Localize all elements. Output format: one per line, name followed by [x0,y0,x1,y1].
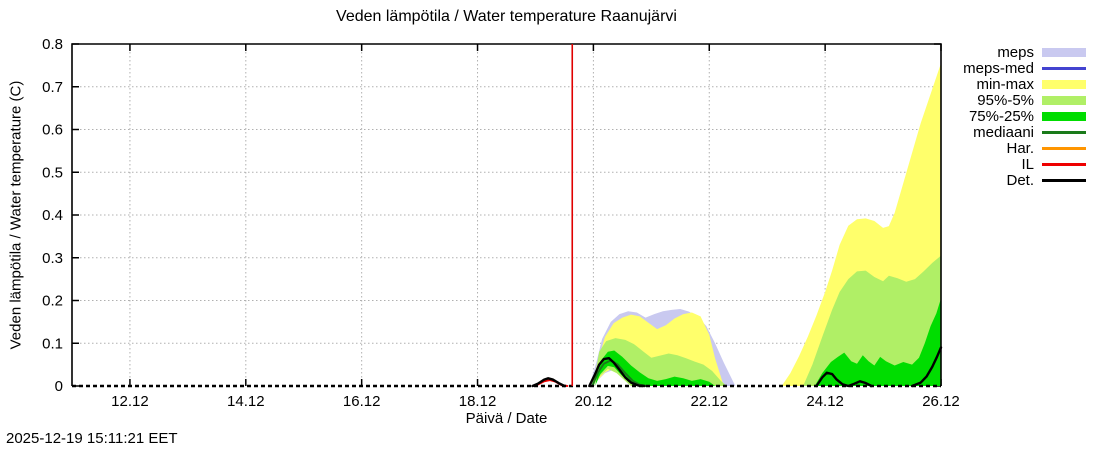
x-tick-label: 18.12 [459,393,497,410]
series-line-Det. [815,371,873,388]
legend-swatch-line [1042,178,1086,182]
legend-label: min-max [976,75,1034,93]
y-tick-label: 0.1 [42,335,63,352]
legend-swatch-band [1042,79,1086,89]
timestamp: 2025-12-19 15:11:21 EET [6,430,178,447]
x-tick-label: 20.12 [575,393,613,410]
legend-label: Det. [1006,171,1034,189]
legend-row: meps [938,43,1096,61]
legend-swatch-band [1042,95,1086,105]
legend-swatch-line [1042,162,1086,166]
legend-label: meps [997,43,1034,61]
y-tick-label: 0 [55,378,63,395]
y-axis-label: Veden lämpötila / Water temperature (C) [7,80,25,350]
x-tick-label: 22.12 [690,393,728,410]
legend-swatch-band [1042,111,1086,121]
chart-title: Veden lämpötila / Water temperature Raan… [336,8,677,25]
y-tick-label: 0.3 [42,250,63,267]
legend-label: meps-med [963,59,1034,77]
y-tick-label: 0.2 [42,293,63,310]
legend-swatch-band [1042,47,1086,57]
series-band-75%-25% [814,298,941,386]
series-line-mediaani [591,359,648,387]
series-band-95%-5% [803,255,941,386]
y-tick-label: 0.4 [42,207,63,224]
y-tick-label: 0.7 [42,79,63,96]
x-tick-label: 16.12 [343,393,381,410]
legend-row: IL [938,155,1096,173]
legend-label: mediaani [973,123,1034,141]
x-axis-label: Päivä / Date [465,410,548,427]
y-tick-label: 0.6 [42,122,63,139]
legend-swatch-line [1042,130,1086,134]
legend-swatch-line [1042,66,1086,70]
legend-label: IL [1021,155,1034,173]
legend-swatch-line [1042,146,1086,150]
legend-label: 75%-25% [968,107,1034,125]
legend-row: 75%-25% [938,107,1096,125]
series-line-Det. [910,346,943,388]
legend-row: Det. [938,171,1096,189]
y-tick-label: 0.8 [42,36,63,53]
legend-label: 95%-5% [977,91,1034,109]
y-tick-label: 0.5 [42,164,63,181]
legend-row: meps-med [938,59,1096,77]
legend: meps meps-med min-max 95%-5% 75%-25% mediaani… [938,43,1096,189]
legend-label: Har. [1006,139,1034,157]
x-tick-label: 14.12 [227,393,265,410]
legend-row: Har. [938,139,1096,157]
series-line-Det. [588,357,646,388]
x-tick-label: 24.12 [806,393,844,410]
plot-border [71,43,942,386]
legend-row: 95%-5% [938,91,1096,109]
legend-row: mediaani [938,123,1096,141]
x-tick-label: 26.12 [922,393,960,410]
legend-row: min-max [938,75,1096,93]
series-line-Det. [531,377,566,388]
x-tick-label: 12.12 [111,393,149,410]
